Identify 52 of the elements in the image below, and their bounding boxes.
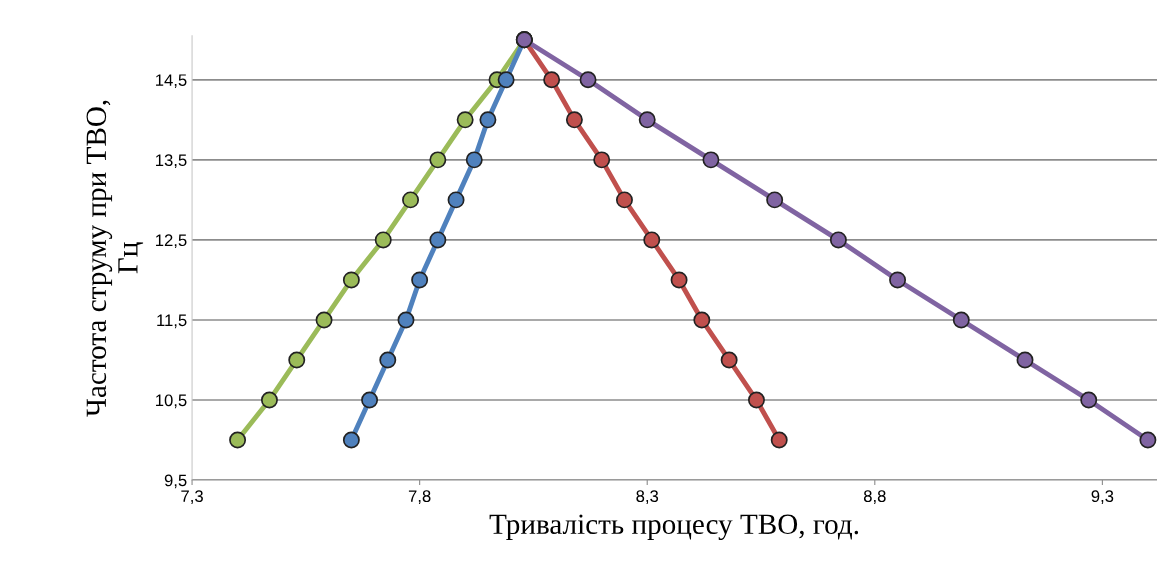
y-tick-label: 12,5 [156, 234, 187, 249]
point [638, 111, 656, 129]
point [342, 271, 360, 289]
point [397, 311, 415, 329]
point [593, 151, 611, 169]
point [693, 311, 711, 329]
point [374, 231, 392, 249]
point [579, 71, 597, 89]
point [456, 111, 474, 129]
x-tick-label: 7,3 [181, 490, 203, 504]
point [565, 111, 583, 129]
point [315, 311, 333, 329]
point [702, 151, 720, 169]
y-tick-label: 13,5 [156, 154, 187, 169]
point [465, 151, 483, 169]
point [643, 231, 661, 249]
point [889, 271, 907, 289]
x-tick-label: 8,3 [636, 490, 659, 504]
y-tick-label: 9,5 [164, 474, 187, 489]
point [288, 351, 306, 369]
point [766, 191, 784, 209]
y-tick-label: 10,5 [156, 394, 187, 409]
point [260, 391, 278, 409]
y-tick-label: 14,5 [156, 74, 187, 88]
point [402, 191, 420, 209]
point [429, 231, 447, 249]
point [479, 111, 497, 129]
y-tick-label: 11,5 [157, 314, 187, 329]
point [447, 191, 465, 209]
point [497, 71, 515, 89]
x-tick-label: 9,3 [1091, 490, 1114, 504]
x-axis-title: Тривалість процесу ТВО, год. [489, 514, 859, 541]
point [747, 391, 765, 409]
x-tick-label: 8,8 [863, 490, 886, 504]
point [543, 71, 561, 89]
point [229, 431, 247, 449]
point [361, 391, 379, 409]
point [720, 351, 738, 369]
point [670, 271, 688, 289]
point [952, 311, 970, 329]
point [1139, 431, 1157, 449]
point [1016, 351, 1034, 369]
point [615, 191, 633, 209]
point [411, 271, 429, 289]
y-axis-title: Частота струму при ТВО, Гц [86, 100, 144, 417]
point [1080, 391, 1098, 409]
point [379, 351, 397, 369]
point [342, 431, 360, 449]
x-tick-label: 7,8 [408, 490, 431, 504]
point [429, 151, 447, 169]
point [770, 431, 788, 449]
point [829, 231, 847, 249]
